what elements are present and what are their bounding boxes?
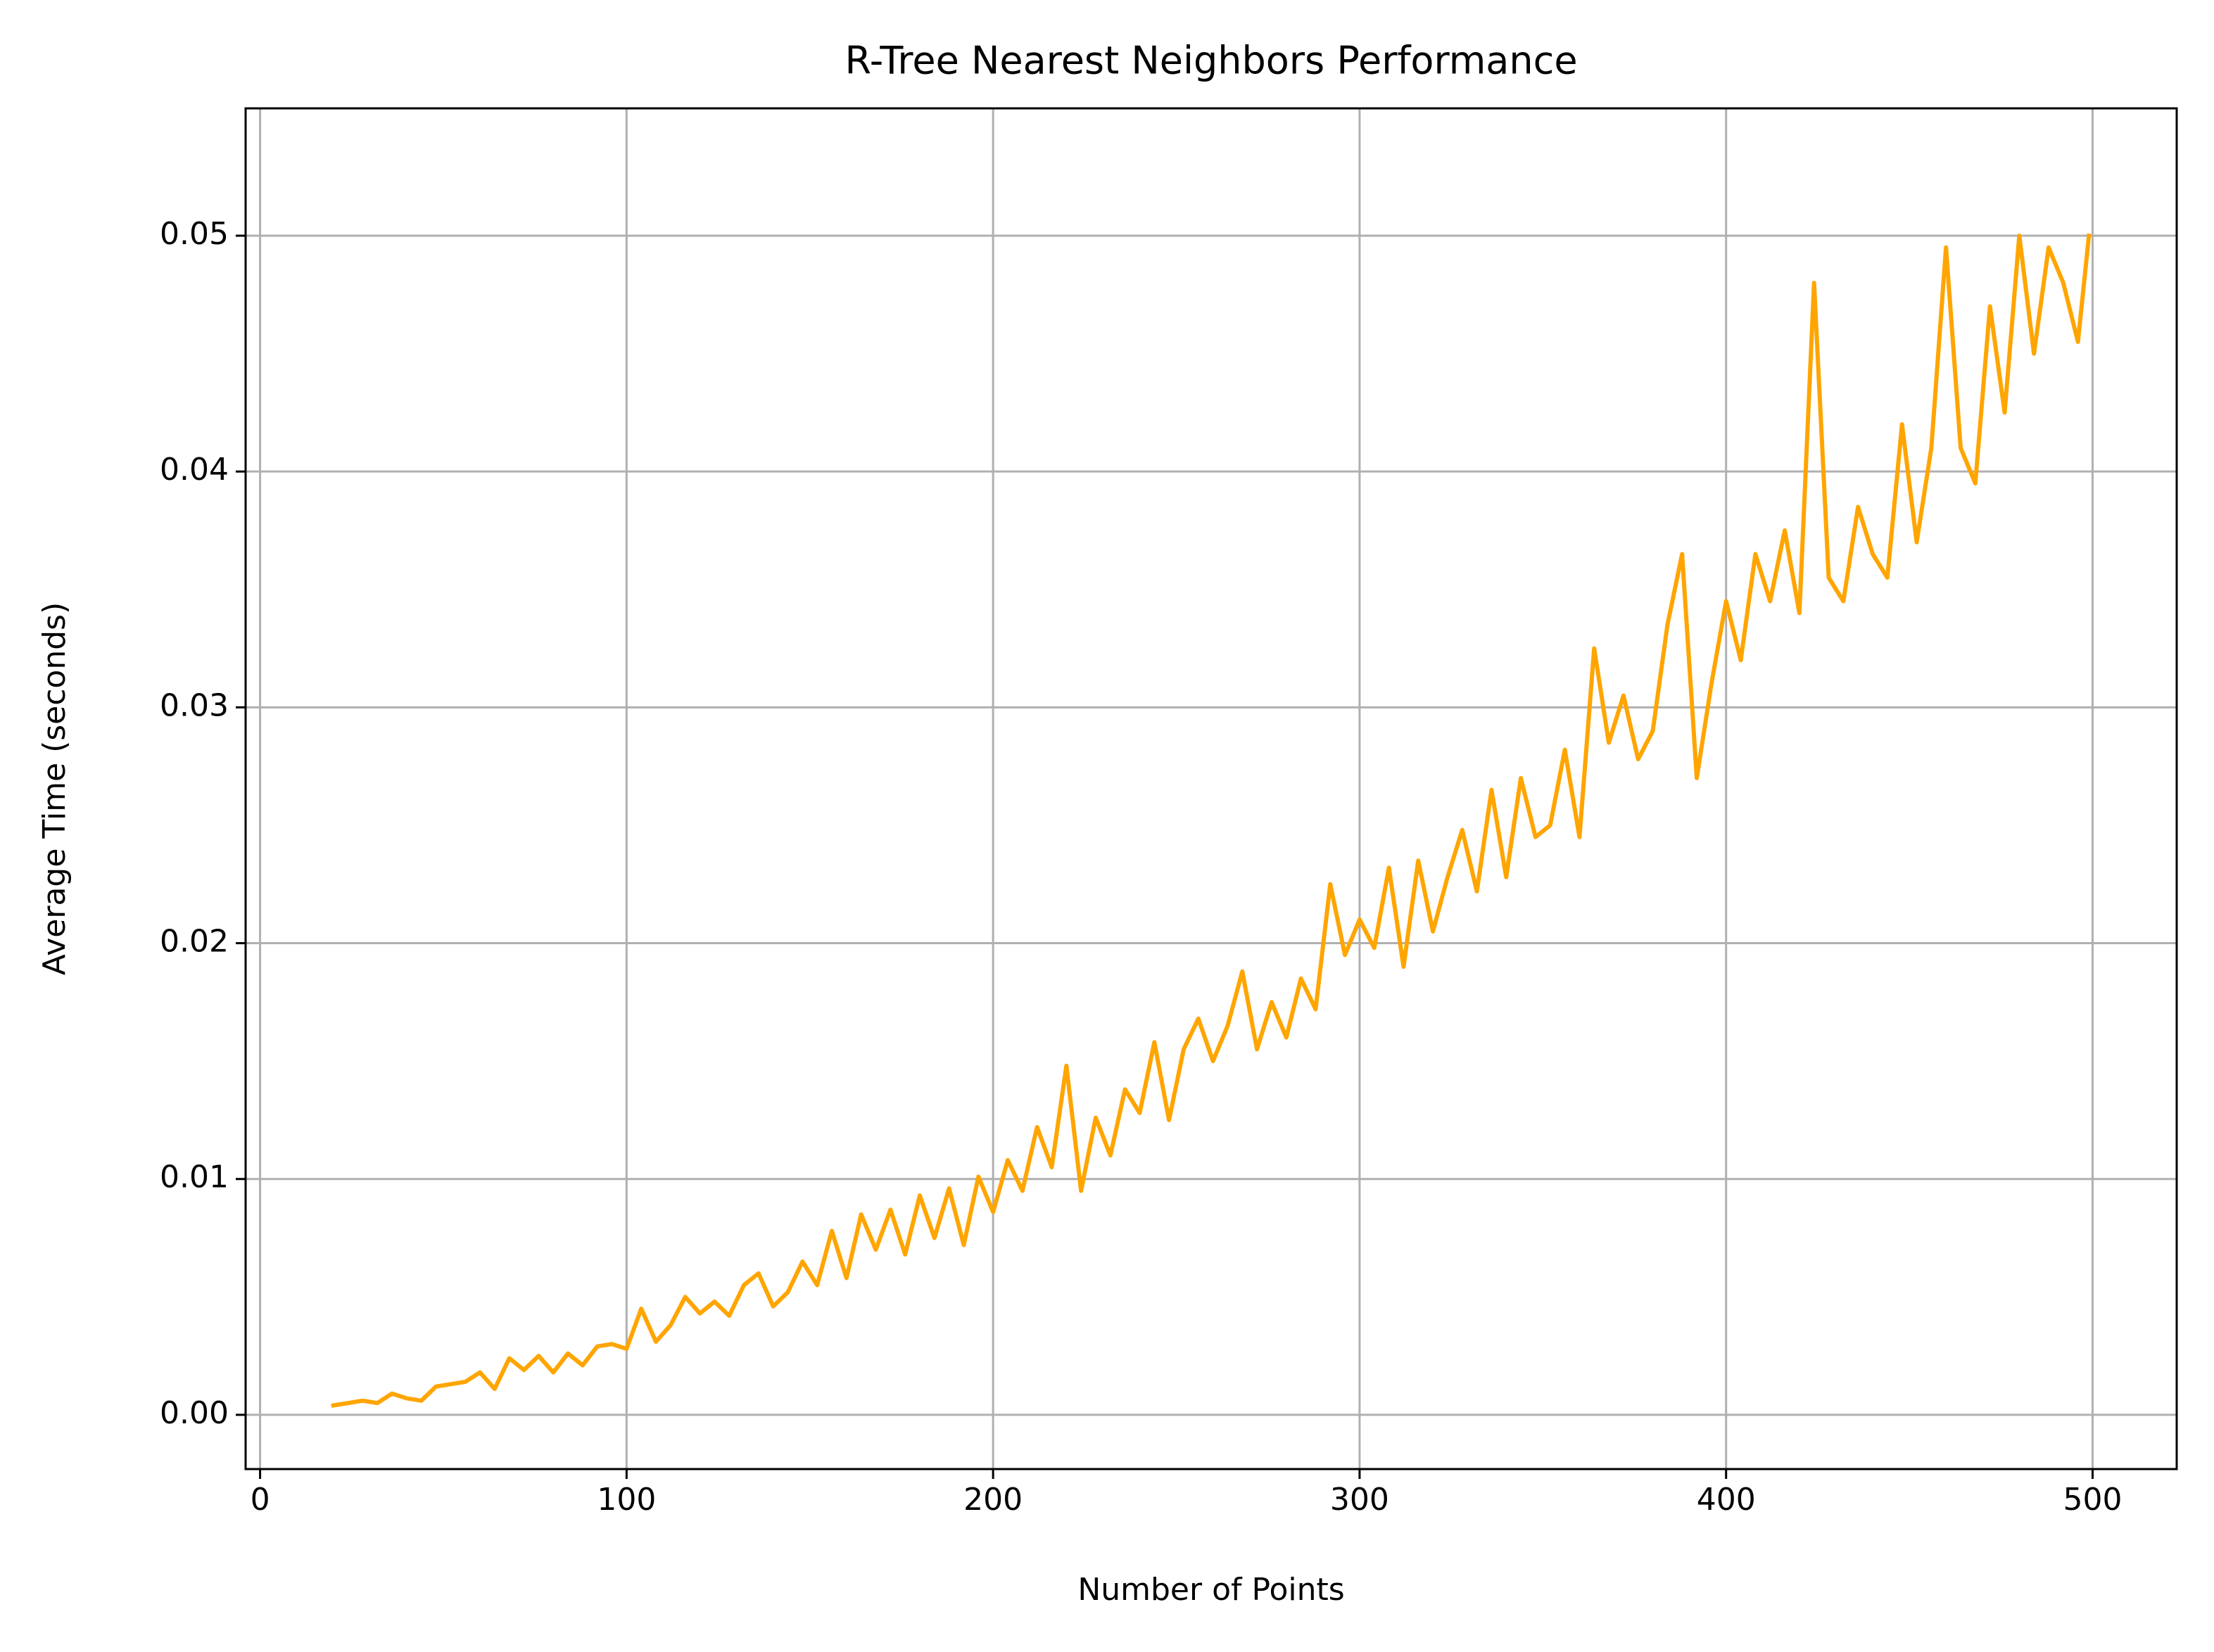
- plot-frame: [244, 107, 2178, 1470]
- x-tick-label: 0: [251, 1482, 270, 1518]
- y-tick-label: 0.03: [160, 687, 229, 723]
- y-tick-label: 0.01: [160, 1159, 229, 1195]
- y-tick-label: 0.04: [160, 452, 229, 488]
- x-tick-label: 300: [1330, 1482, 1389, 1518]
- y-tick-label: 0.02: [160, 924, 229, 960]
- x-tick-label: 400: [1697, 1482, 1756, 1518]
- chart-title: R-Tree Nearest Neighbors Performance: [845, 39, 1577, 83]
- x-tick-label: 100: [597, 1482, 656, 1518]
- x-tick-label: 500: [2063, 1482, 2122, 1518]
- y-tick-label: 0.05: [160, 216, 229, 252]
- x-tick-label: 200: [963, 1482, 1023, 1518]
- y-tick-label: 0.00: [160, 1395, 229, 1431]
- x-axis-label: Number of Points: [1077, 1572, 1344, 1608]
- y-axis-label: Average Time (seconds): [37, 602, 72, 976]
- data-line: [331, 233, 2092, 1408]
